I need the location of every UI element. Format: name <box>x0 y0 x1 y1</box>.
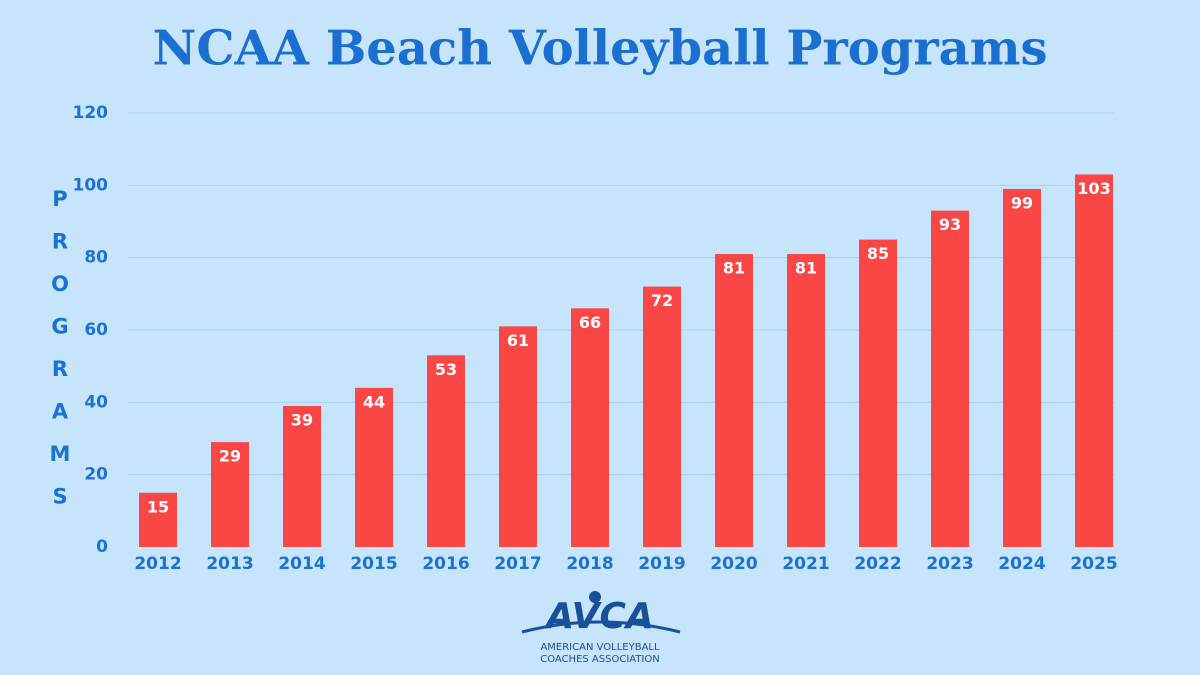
x-tick-label: 2018 <box>566 554 613 574</box>
bar <box>1003 188 1041 547</box>
x-tick-label: 2014 <box>278 554 325 574</box>
data-label: 53 <box>435 360 457 379</box>
data-label: 99 <box>1011 193 1033 212</box>
x-tick-label: 2022 <box>854 554 901 574</box>
y-tick-label: 40 <box>84 392 108 412</box>
data-label: 103 <box>1077 179 1110 198</box>
x-tick-label: 2019 <box>638 554 685 574</box>
y-tick-label: 0 <box>96 537 108 557</box>
data-label: 93 <box>939 215 961 234</box>
bar <box>571 308 609 547</box>
data-label: 29 <box>219 447 241 466</box>
chart-title: NCAA Beach Volleyball Programs <box>152 21 1047 77</box>
data-label: 44 <box>363 392 385 411</box>
bar <box>931 210 969 547</box>
logo-ball <box>589 591 601 603</box>
data-label: 81 <box>723 259 745 278</box>
bar <box>787 254 825 548</box>
data-label: 15 <box>147 497 169 516</box>
data-label: 66 <box>579 313 601 332</box>
x-tick-label: 2021 <box>782 554 829 574</box>
x-tick-label: 2013 <box>206 554 253 574</box>
data-label: 72 <box>651 291 673 310</box>
logo-subtitle: AMERICAN VOLLEYBALL <box>540 642 660 653</box>
x-tick-label: 2020 <box>710 554 757 574</box>
y-tick-label: 80 <box>84 248 108 268</box>
y-tick-label: 100 <box>73 175 109 195</box>
bar <box>1075 174 1113 547</box>
bar <box>139 492 177 547</box>
bar <box>859 239 897 548</box>
bar <box>499 326 537 547</box>
x-tick-label: 2015 <box>350 554 397 574</box>
data-label: 81 <box>795 259 817 278</box>
logo-text: AVCA <box>543 596 654 637</box>
x-tick-label: 2023 <box>926 554 973 574</box>
logo-subtitle: COACHES ASSOCIATION <box>540 654 660 665</box>
bar <box>427 355 465 547</box>
bar <box>643 286 681 547</box>
data-label: 61 <box>507 331 529 350</box>
bar <box>355 387 393 547</box>
bar <box>715 254 753 548</box>
y-tick-label: 60 <box>84 320 108 340</box>
data-label: 85 <box>867 244 889 263</box>
logo: AVCA AMERICAN VOLLEYBALL COACHES ASSOCIA… <box>521 591 681 665</box>
x-tick-label: 2017 <box>494 554 541 574</box>
logo-swoosh <box>521 620 681 634</box>
bar <box>211 442 249 547</box>
x-tick-label: 2025 <box>1070 554 1117 574</box>
x-tick-label: 2012 <box>134 554 181 574</box>
x-tick-label: 2016 <box>422 554 469 574</box>
data-label: 39 <box>291 410 313 429</box>
bar <box>283 405 321 547</box>
y-tick-label: 20 <box>84 465 108 485</box>
y-tick-label: 120 <box>73 103 109 123</box>
x-tick-label: 2024 <box>998 554 1045 574</box>
